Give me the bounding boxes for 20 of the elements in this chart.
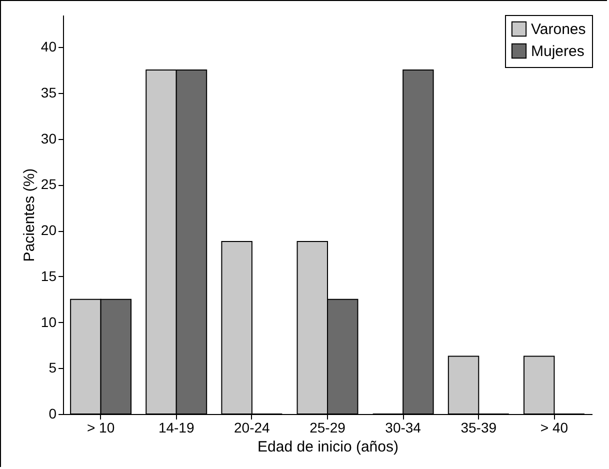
x-tick-label: 20-24 — [234, 420, 270, 436]
y-tick-label: 5 — [48, 360, 57, 376]
x-axis-title: Edad de inicio (años) — [258, 438, 398, 456]
x-tick-label: 30-34 — [385, 420, 422, 436]
legend-label: Varones — [531, 21, 586, 38]
x-tick-label: 25-29 — [310, 420, 346, 436]
x-tick-label: > 40 — [540, 420, 568, 436]
y-tick-label: 30 — [40, 130, 57, 146]
y-tick-label: 25 — [40, 176, 57, 192]
x-tick-label: > 10 — [86, 420, 115, 436]
legend-label: Mujeres — [531, 43, 584, 60]
y-tick-label: 15 — [40, 268, 57, 284]
y-tick-label: 40 — [40, 38, 57, 55]
y-tick-label: 10 — [40, 314, 57, 330]
x-tick-label: 14-19 — [158, 420, 194, 436]
y-axis-title: Pacientes (%) — [20, 168, 38, 262]
y-tick-label: 35 — [40, 84, 57, 100]
y-tick-label: 20 — [40, 222, 57, 238]
x-tick-label: 35-39 — [460, 420, 497, 436]
y-tick-label: 0 — [48, 406, 57, 422]
